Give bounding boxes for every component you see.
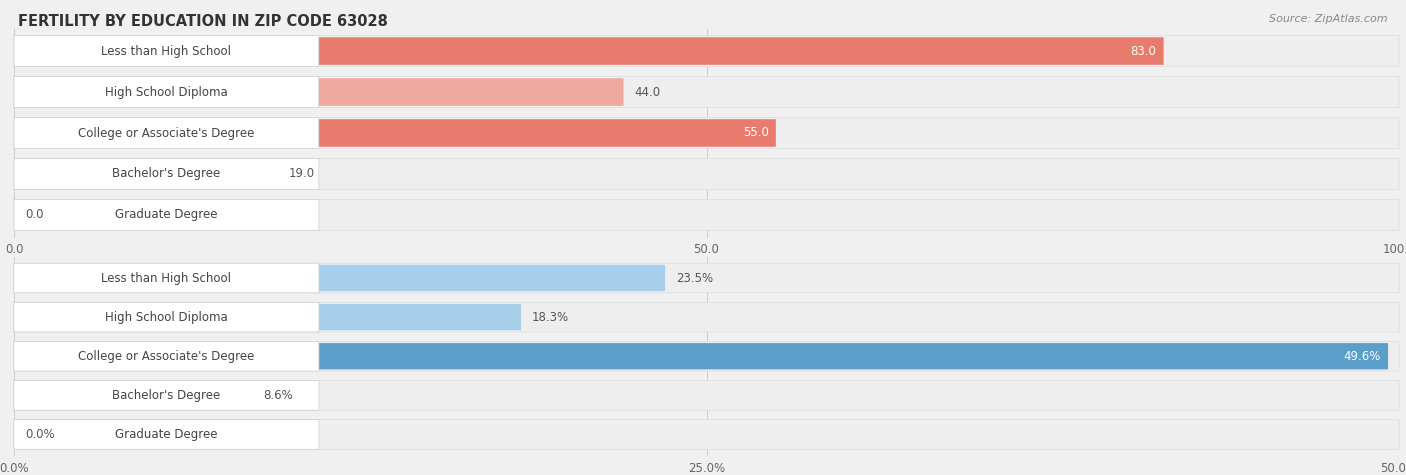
FancyBboxPatch shape xyxy=(273,304,522,330)
Text: 8.6%: 8.6% xyxy=(263,389,292,402)
FancyBboxPatch shape xyxy=(14,342,1399,371)
FancyBboxPatch shape xyxy=(14,117,1399,149)
FancyBboxPatch shape xyxy=(14,380,319,410)
Text: 44.0: 44.0 xyxy=(634,86,661,98)
FancyBboxPatch shape xyxy=(273,78,623,106)
FancyBboxPatch shape xyxy=(273,265,665,291)
Text: 19.0: 19.0 xyxy=(288,168,315,180)
Text: Less than High School: Less than High School xyxy=(101,45,232,57)
Text: Graduate Degree: Graduate Degree xyxy=(115,209,218,221)
Text: Less than High School: Less than High School xyxy=(101,272,232,285)
FancyBboxPatch shape xyxy=(14,380,1399,410)
FancyBboxPatch shape xyxy=(273,343,1388,370)
FancyBboxPatch shape xyxy=(14,76,1399,107)
FancyBboxPatch shape xyxy=(14,117,319,149)
Text: Graduate Degree: Graduate Degree xyxy=(115,428,218,441)
FancyBboxPatch shape xyxy=(273,37,1164,65)
FancyBboxPatch shape xyxy=(14,159,319,190)
FancyBboxPatch shape xyxy=(14,420,319,449)
FancyBboxPatch shape xyxy=(14,159,1399,190)
Text: 49.6%: 49.6% xyxy=(1344,350,1381,363)
Text: 23.5%: 23.5% xyxy=(676,272,713,285)
FancyBboxPatch shape xyxy=(14,36,319,66)
FancyBboxPatch shape xyxy=(14,200,319,230)
FancyBboxPatch shape xyxy=(14,263,1399,293)
Text: College or Associate's Degree: College or Associate's Degree xyxy=(79,126,254,140)
Text: Source: ZipAtlas.com: Source: ZipAtlas.com xyxy=(1270,14,1388,24)
Text: Bachelor's Degree: Bachelor's Degree xyxy=(112,389,221,402)
Text: 0.0: 0.0 xyxy=(25,209,44,221)
FancyBboxPatch shape xyxy=(14,342,319,371)
FancyBboxPatch shape xyxy=(14,76,319,107)
FancyBboxPatch shape xyxy=(273,119,776,147)
Text: FERTILITY BY EDUCATION IN ZIP CODE 63028: FERTILITY BY EDUCATION IN ZIP CODE 63028 xyxy=(18,14,388,29)
Text: College or Associate's Degree: College or Associate's Degree xyxy=(79,350,254,363)
FancyBboxPatch shape xyxy=(14,303,1399,332)
Text: 83.0: 83.0 xyxy=(1130,45,1157,57)
Text: High School Diploma: High School Diploma xyxy=(105,311,228,323)
FancyBboxPatch shape xyxy=(14,36,1399,66)
FancyBboxPatch shape xyxy=(273,160,277,188)
Text: 55.0: 55.0 xyxy=(742,126,769,140)
Text: Bachelor's Degree: Bachelor's Degree xyxy=(112,168,221,180)
Text: 0.0%: 0.0% xyxy=(25,428,55,441)
FancyBboxPatch shape xyxy=(14,263,319,293)
Text: High School Diploma: High School Diploma xyxy=(105,86,228,98)
FancyBboxPatch shape xyxy=(14,303,319,332)
Text: 18.3%: 18.3% xyxy=(531,311,569,323)
FancyBboxPatch shape xyxy=(14,200,1399,230)
FancyBboxPatch shape xyxy=(14,420,1399,449)
